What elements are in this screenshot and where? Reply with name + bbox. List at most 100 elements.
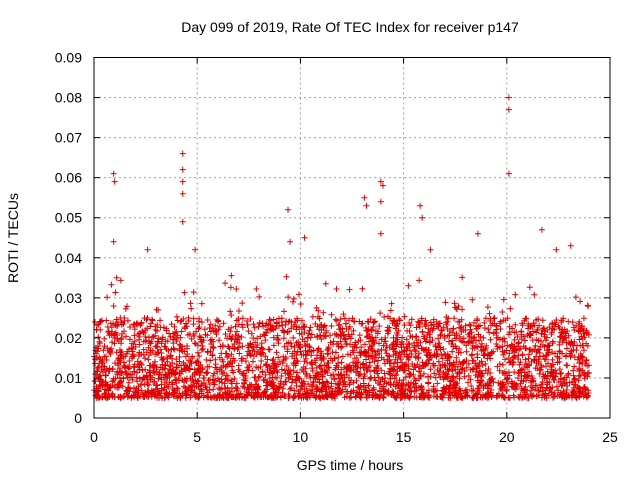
data-point [490, 379, 497, 386]
data-point [541, 325, 548, 332]
data-point [456, 358, 463, 365]
data-point [497, 326, 504, 333]
data-point [518, 328, 525, 335]
data-point [106, 365, 113, 372]
data-point [378, 367, 385, 374]
data-point [134, 378, 141, 385]
data-point [414, 342, 421, 349]
data-point [538, 381, 545, 388]
data-point [393, 392, 400, 399]
data-point [405, 382, 412, 389]
data-point [170, 345, 177, 352]
data-point [490, 315, 497, 322]
data-point [428, 322, 435, 329]
data-point [465, 331, 472, 338]
data-point [398, 365, 405, 372]
data-point [351, 355, 358, 362]
data-point [354, 365, 361, 372]
data-point [517, 345, 524, 352]
data-point [193, 328, 200, 335]
data-point [103, 387, 110, 394]
data-point [316, 326, 323, 333]
data-point [116, 374, 123, 381]
data-point [237, 390, 244, 397]
data-point [210, 379, 217, 386]
data-point [331, 375, 338, 382]
data-point [447, 390, 454, 397]
data-point [290, 367, 297, 374]
data-point [203, 370, 210, 377]
data-point [499, 361, 506, 368]
data-point [148, 316, 155, 323]
data-point [456, 369, 463, 376]
data-point [446, 391, 453, 398]
data-point [173, 313, 180, 320]
data-point [110, 170, 117, 177]
data-point [508, 342, 515, 349]
data-point [101, 335, 108, 342]
data-point [214, 375, 221, 382]
data-point [420, 333, 427, 340]
data-point [275, 354, 282, 361]
data-point [542, 356, 549, 363]
data-point [138, 387, 145, 394]
data-point [556, 348, 563, 355]
data-point [562, 392, 569, 399]
data-point [356, 348, 363, 355]
data-point [482, 315, 489, 322]
data-point [546, 387, 553, 394]
data-point [199, 343, 206, 350]
data-point [228, 393, 235, 400]
axis-ticks [93, 57, 611, 419]
data-point [111, 340, 118, 347]
data-point [132, 388, 139, 395]
data-point [151, 392, 158, 399]
data-point [192, 246, 199, 253]
data-point [333, 317, 340, 324]
data-point [410, 381, 417, 388]
data-point [427, 319, 434, 326]
data-point [564, 328, 571, 335]
data-point [576, 318, 583, 325]
data-point [338, 359, 345, 366]
data-point [300, 322, 307, 329]
data-point [299, 382, 306, 389]
data-point [258, 351, 265, 358]
data-point [463, 348, 470, 355]
data-point [406, 385, 413, 392]
data-point [150, 378, 157, 385]
data-point [505, 106, 512, 113]
data-point [274, 332, 281, 339]
data-point [484, 370, 491, 377]
data-point [435, 323, 442, 330]
data-point [432, 343, 439, 350]
data-point [116, 357, 123, 364]
data-point [296, 330, 303, 337]
data-point [127, 385, 134, 392]
data-point [267, 322, 274, 329]
data-point [224, 384, 231, 391]
data-point [474, 354, 481, 361]
data-point [98, 377, 105, 384]
data-point [255, 374, 262, 381]
data-point [532, 386, 539, 393]
data-point [235, 307, 242, 314]
data-point [422, 338, 429, 345]
data-point [524, 373, 531, 380]
data-point [163, 381, 170, 388]
data-point [499, 369, 506, 376]
data-point [289, 353, 296, 360]
data-point [549, 361, 556, 368]
data-point [196, 333, 203, 340]
data-point [293, 382, 300, 389]
data-point [529, 393, 536, 400]
data-point [425, 387, 432, 394]
data-point [266, 375, 273, 382]
data-point [541, 375, 548, 382]
data-point [293, 351, 300, 358]
data-point [527, 331, 534, 338]
data-point [95, 364, 102, 371]
data-point [262, 361, 269, 368]
data-point [345, 317, 352, 324]
data-point [119, 383, 126, 390]
